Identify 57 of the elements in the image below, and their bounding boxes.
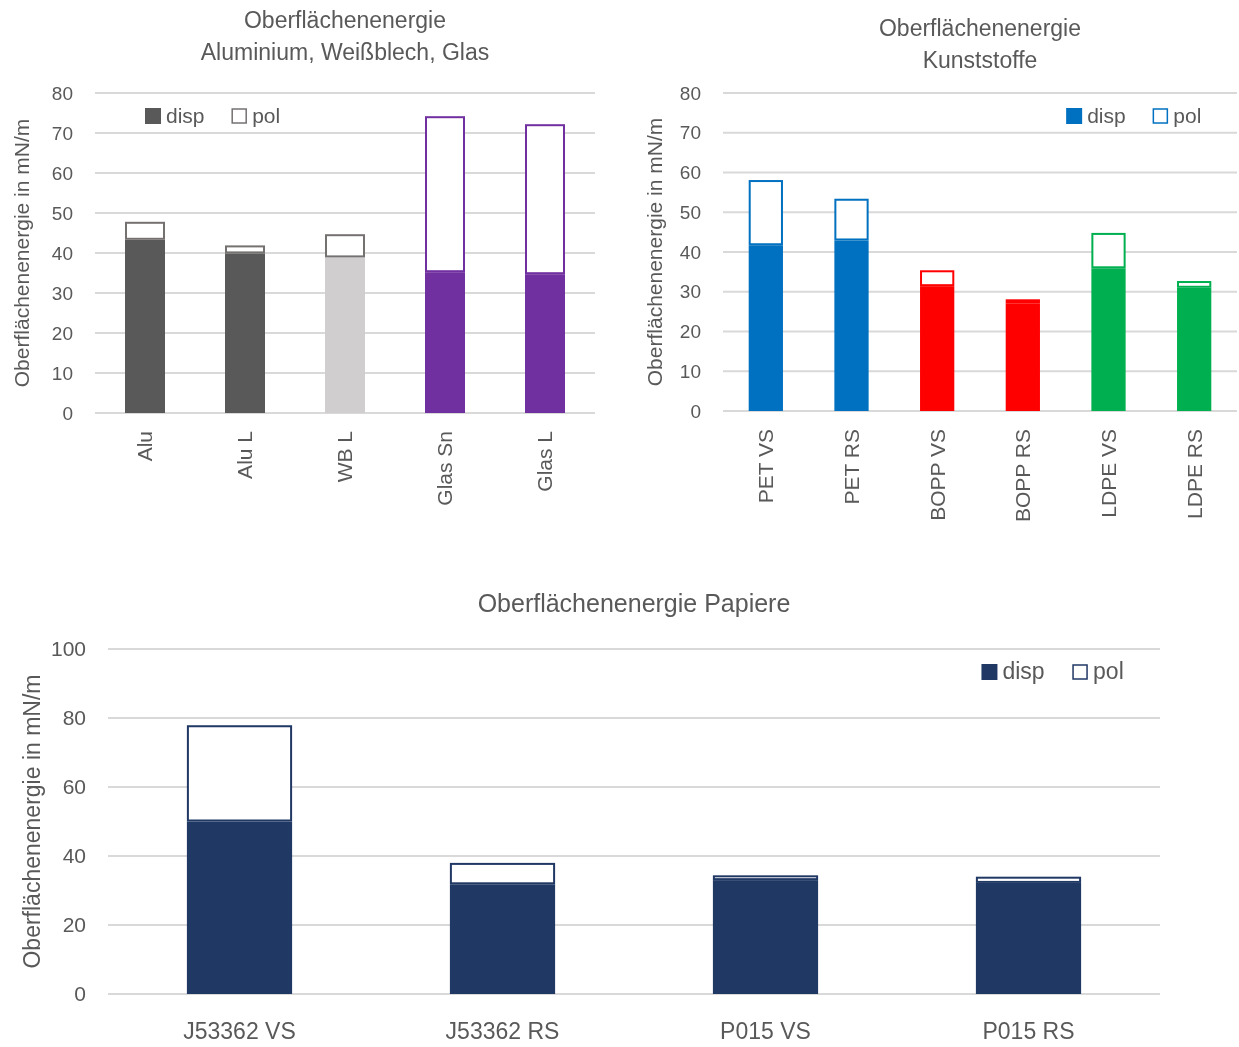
y-tick-label: 60 [62,775,86,799]
legend-label: pol [1093,658,1124,684]
y-tick-label: 50 [679,201,701,223]
legend-label: disp [166,104,205,127]
x-tick-label: BOPP RS [1011,429,1035,522]
bar [1005,303,1040,411]
y-tick-label: 100 [50,637,86,661]
y-tick-label: 60 [679,162,701,184]
chart-title: Oberflächenenergie Papiere [477,589,791,617]
y-tick-label: 50 [51,202,73,224]
y-tick-label: 40 [51,242,73,264]
x-tick-label: LDPE VS [1096,429,1120,518]
y-tick-label: 10 [51,362,73,384]
x-tick-label: WB L [333,431,357,483]
y-tick-label: 10 [679,360,701,382]
legend-label: disp [1002,658,1045,684]
y-tick-label: 30 [679,281,701,303]
legend-label: pol [1173,104,1202,127]
x-tick-label: PET RS [839,429,863,505]
y-tick-label: 30 [51,282,73,304]
bar [125,221,165,240]
x-tick-label: Glas L [533,431,557,492]
y-axis-title: Oberflächenenergie in mN/m [19,674,46,969]
x-tick-label: P015 VS [720,1018,811,1044]
chart-title: Oberflächenenergie Kunststoffe [878,15,1082,73]
y-tick-label: 20 [62,913,86,937]
legend-label: pol [252,104,281,127]
x-tick-label: Glas Sn [433,431,457,506]
y-tick-label: 70 [51,122,73,144]
chart-title: Oberflächenenergie Aluminium, Weißblech, Glas [200,7,490,65]
x-tick-label: LDPE RS [1182,429,1206,519]
y-tick-label: 20 [51,322,73,344]
y-tick-label: 80 [679,82,701,104]
bar [225,253,265,413]
y-axis-title: Oberflächenenergie in mN/m [643,117,667,387]
bar [325,234,365,258]
x-tick-label: PET VS [754,429,778,504]
y-tick-label: 60 [51,162,73,184]
x-tick-label: BOPP VS [925,429,949,521]
y-tick-label: 0 [74,982,86,1006]
y-tick-label: 0 [690,400,701,422]
x-tick-label: Alu L [233,431,257,479]
y-tick-label: 80 [51,82,73,104]
x-tick-label: Alu [133,431,157,462]
bar [125,239,165,413]
y-axis-title: Oberflächenenergie in mN/m [10,118,34,388]
x-tick-label: J53362 VS [183,1018,296,1044]
y-tick-label: 0 [62,402,73,424]
bar [225,245,265,254]
legend-label: disp [1087,104,1126,127]
y-tick-label: 70 [679,122,701,144]
y-tick-label: 20 [679,321,701,343]
x-tick-label: P015 RS [982,1018,1075,1044]
y-tick-label: 40 [679,241,701,263]
y-tick-label: 80 [62,706,86,730]
x-tick-label: J53362 RS [445,1018,560,1044]
y-tick-label: 40 [62,844,86,868]
